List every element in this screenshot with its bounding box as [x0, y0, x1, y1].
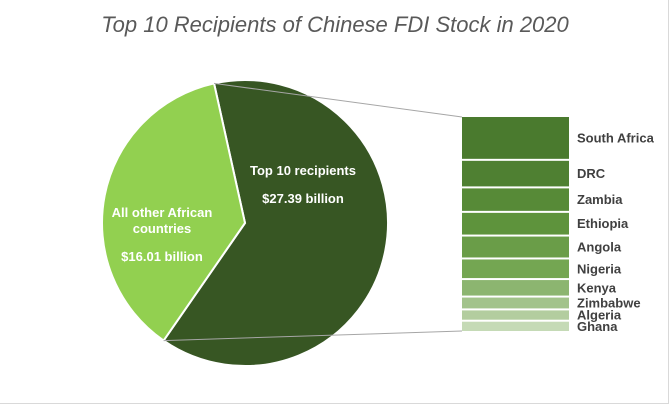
slice-value-others: $16.01 billion — [121, 249, 203, 264]
breakdown-bar-segment — [462, 160, 569, 187]
slice-value-top10: $27.39 billion — [262, 191, 344, 206]
breakdown-label: Nigeria — [577, 261, 622, 276]
breakdown-label: Algeria — [577, 308, 622, 323]
breakdown-label: Ghana — [577, 319, 618, 334]
breakdown-bar-segment — [462, 297, 569, 309]
breakdown-bar-segment — [462, 310, 569, 320]
slice-label-top10: Top 10 recipients — [250, 163, 356, 178]
breakdown-label: Kenya — [577, 280, 617, 295]
breakdown-label: Ethiopia — [577, 216, 629, 231]
pie-slice — [101, 82, 247, 342]
breakdown-label: Zimbabwe — [577, 295, 641, 310]
pie-slice — [162, 79, 389, 367]
connector-line-bottom — [163, 330, 463, 342]
breakdown-bar-segment — [462, 212, 569, 235]
slice-label-others-line1: All other African — [112, 205, 213, 220]
breakdown-label: Angola — [577, 240, 622, 255]
slice-label-others-line2: countries — [133, 221, 192, 236]
breakdown-bar-segment — [462, 236, 569, 258]
breakdown-label: DRC — [577, 166, 606, 181]
breakdown-bar-segment — [462, 259, 569, 279]
breakdown-label: Zambia — [577, 192, 623, 207]
breakdown-bar-segment — [462, 188, 569, 211]
breakdown-bar-segment — [462, 280, 569, 296]
breakdown-label: South Africa — [577, 130, 655, 145]
chart-title: Top 10 Recipients of Chinese FDI Stock i… — [101, 12, 569, 37]
breakdown-bar-segment — [462, 117, 569, 159]
breakdown-bar-segment — [462, 321, 569, 331]
connector-line-top — [213, 82, 463, 118]
